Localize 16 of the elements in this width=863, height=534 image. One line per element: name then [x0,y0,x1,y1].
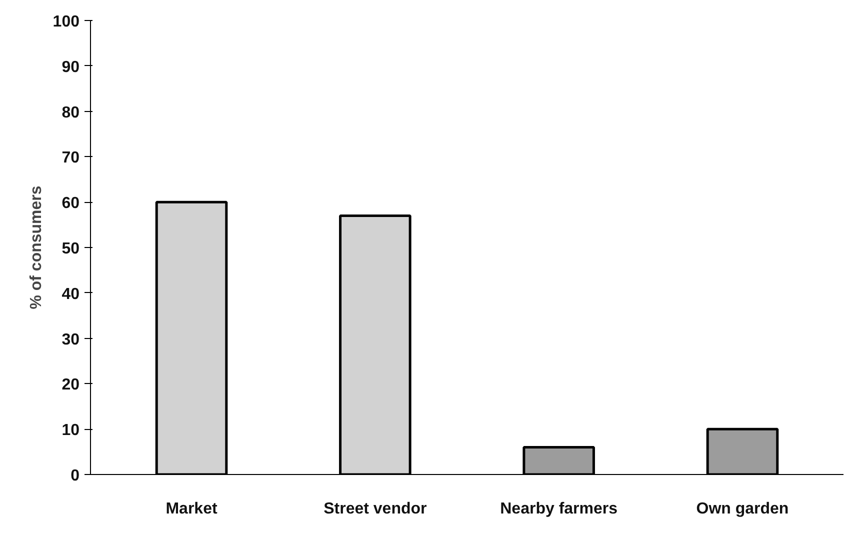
y-tick-label: 20 [62,376,80,394]
x-tick-label: Market [166,500,218,518]
y-axis-title: % of consumers [28,186,45,310]
x-tick-label: Nearby farmers [500,500,618,518]
y-tick-label: 100 [52,14,80,30]
y-tick-label: 50 [62,240,80,258]
y-tick-label: 90 [62,58,80,76]
y-tick-label: 70 [62,150,80,167]
y-tick-label: 30 [62,331,80,348]
x-tick-label: Street vendor [324,500,427,518]
y-tick-label: 60 [62,195,80,212]
y-tick-label: 0 [70,468,80,484]
y-tick-label: 80 [62,104,80,122]
y-tick-label: 40 [62,286,80,303]
y-tick-label: 10 [62,422,80,440]
x-tick-label: Own garden [696,500,789,518]
